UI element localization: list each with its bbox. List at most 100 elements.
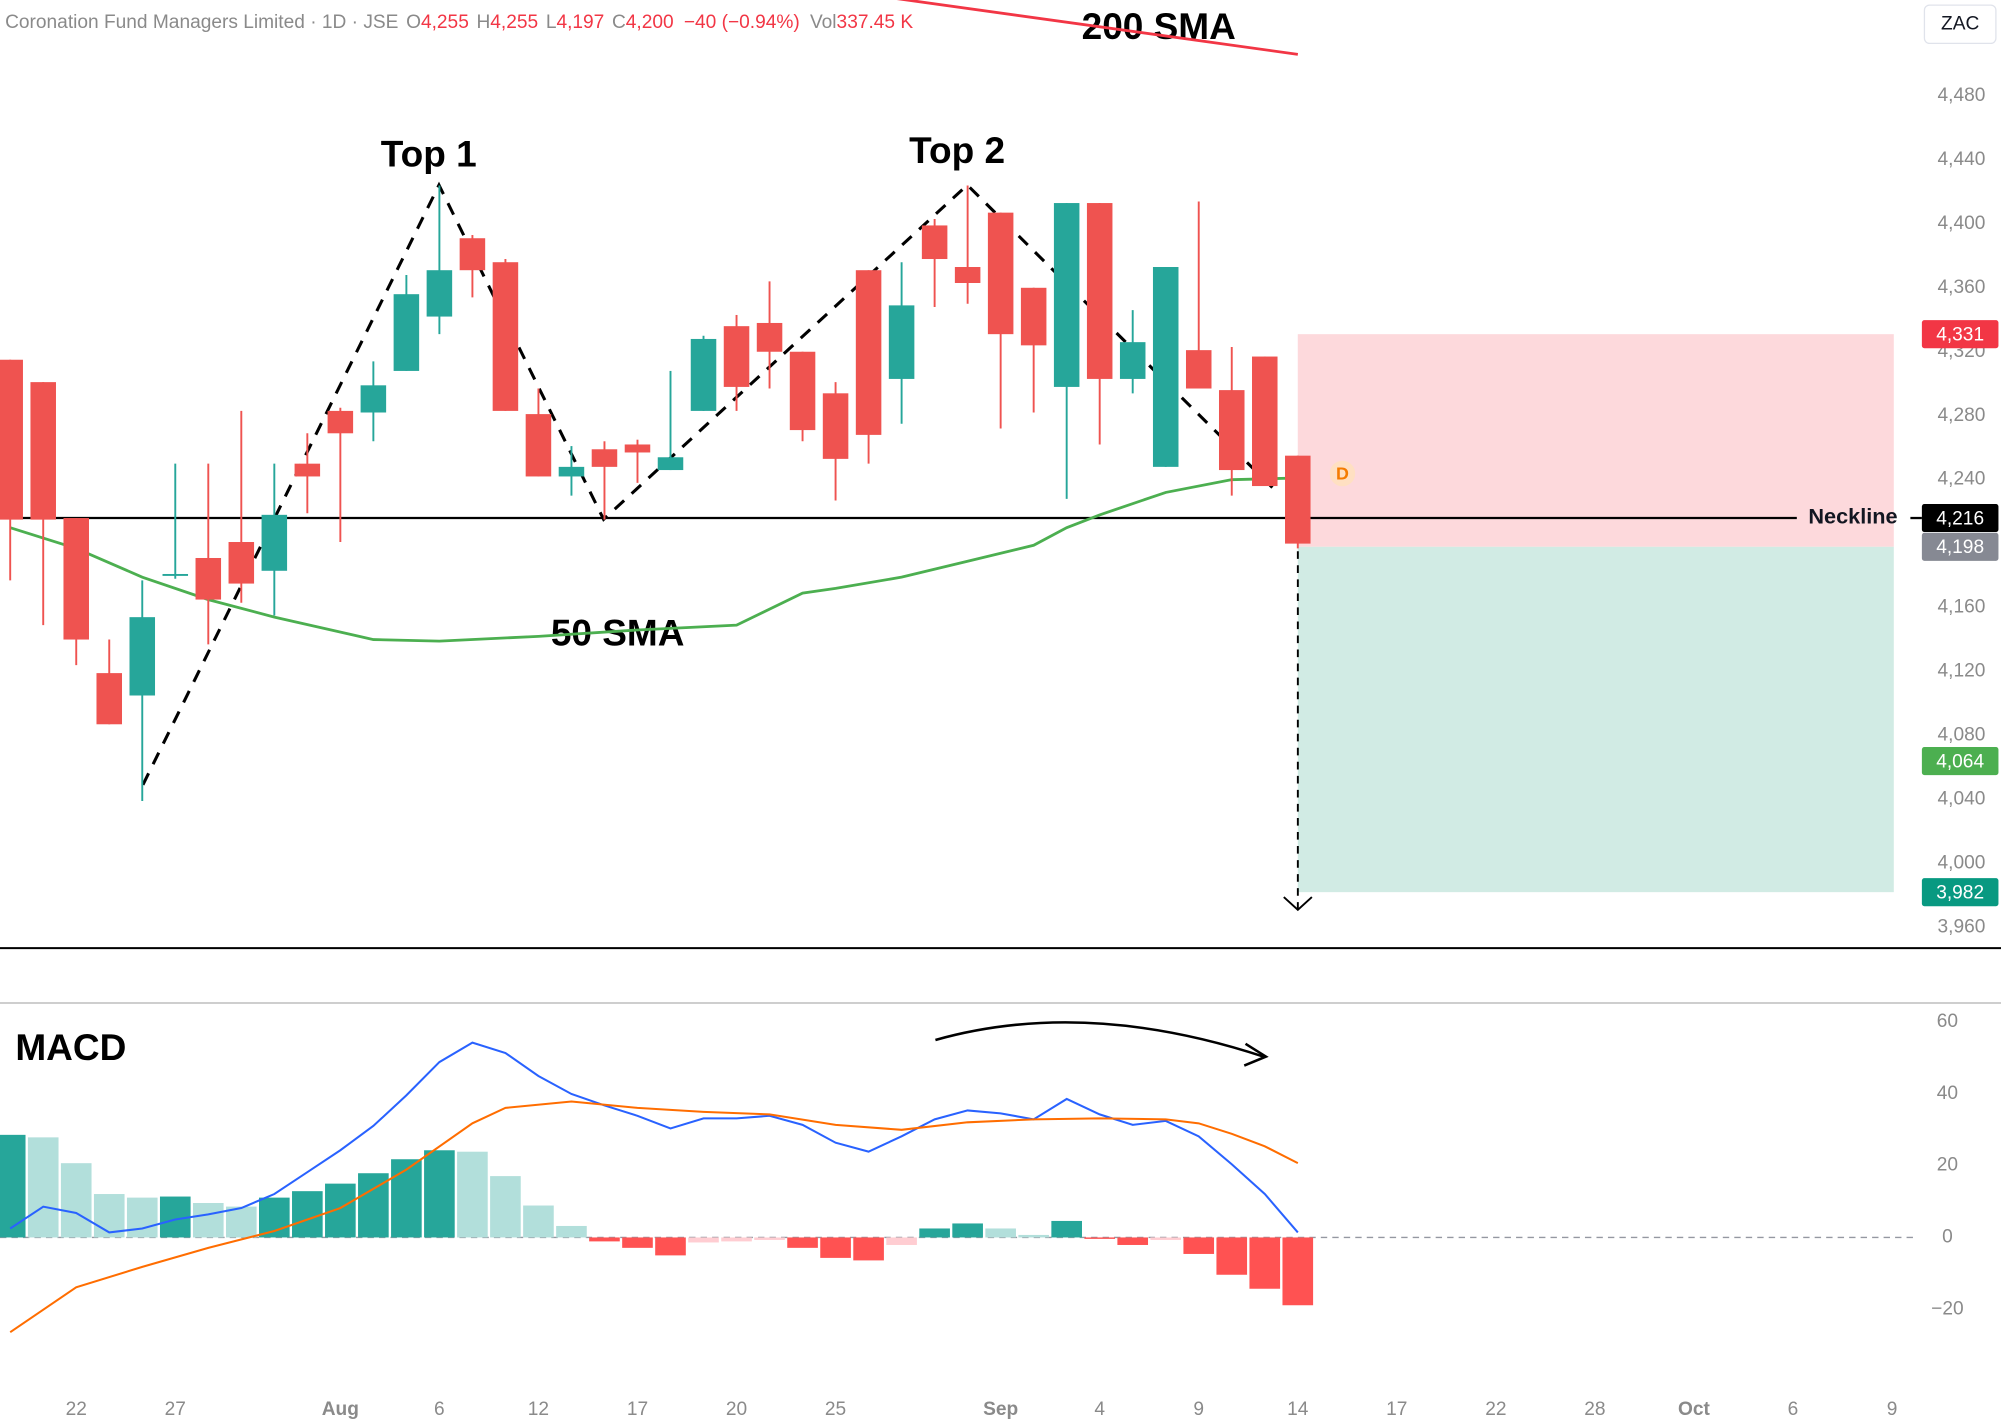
price-label: 4,064	[1936, 751, 1984, 772]
open-value: 4,255	[421, 12, 469, 33]
candle-body	[261, 514, 288, 571]
histogram-bar	[1084, 1237, 1116, 1239]
close-label: C	[612, 12, 626, 33]
candle-body	[888, 305, 915, 379]
histogram-bar	[589, 1237, 620, 1242]
histogram-bar	[1282, 1237, 1314, 1306]
high-value: 4,255	[490, 12, 538, 33]
x-tick-label: 22	[1485, 1399, 1506, 1420]
x-tick-label: 25	[825, 1399, 846, 1420]
candle-body	[1185, 350, 1212, 389]
price-label: 4,198	[1936, 537, 1984, 558]
candle-body	[591, 449, 618, 467]
x-tick-label: 17	[1386, 1399, 1407, 1420]
histogram-bar	[1183, 1237, 1215, 1254]
price-label-box	[1921, 320, 1999, 349]
histogram-bar	[523, 1205, 554, 1238]
candle-body	[228, 542, 255, 584]
candle-body	[987, 212, 1014, 335]
volume-value: 337.45 K	[837, 12, 914, 33]
candle-body	[723, 326, 750, 387]
candle-body	[1152, 267, 1179, 467]
y-tick-label: −20	[1931, 1298, 1963, 1319]
candle-body	[1285, 455, 1311, 544]
candle-body	[195, 557, 222, 600]
candle-body	[756, 322, 783, 352]
histogram-bar	[556, 1225, 587, 1238]
y-tick-label: 3,960	[1938, 916, 1986, 937]
candle-body	[690, 338, 717, 411]
histogram-bar	[292, 1191, 323, 1238]
y-tick-label: 4,000	[1938, 852, 1986, 873]
candle-body	[855, 270, 882, 435]
histogram-bar	[853, 1237, 884, 1261]
candle-body	[822, 393, 849, 459]
x-tick-label: 22	[66, 1399, 87, 1420]
histogram-bar	[60, 1163, 92, 1238]
candle-body	[525, 414, 552, 477]
candle-body	[360, 385, 387, 413]
candle-body	[789, 351, 816, 431]
x-tick-label: Aug	[322, 1399, 359, 1420]
currency-label[interactable]: ZAC	[1941, 13, 1979, 34]
target-arrowhead	[1283, 896, 1313, 912]
histogram-bar	[754, 1237, 785, 1240]
histogram-bar	[1249, 1237, 1281, 1289]
y-tick-label: 60	[1937, 1011, 1958, 1032]
y-tick-label: 4,080	[1938, 725, 1986, 746]
background-layer: 4,4804,4404,4004,3604,3204,2804,2404,160…	[0, 85, 1985, 1420]
histogram-bar	[192, 1203, 224, 1238]
price-label: 3,982	[1936, 882, 1984, 903]
x-tick-label: 9	[1887, 1399, 1898, 1420]
y-tick-label: 4,480	[1938, 85, 1986, 106]
histogram-bar	[1150, 1237, 1182, 1240]
x-tick-label: 4	[1094, 1399, 1105, 1420]
candle-body	[294, 463, 321, 477]
candle-body	[1119, 342, 1146, 379]
x-tick-label: Sep	[983, 1399, 1018, 1420]
low-label: L	[546, 12, 557, 33]
indicator-line	[9, 476, 1298, 643]
candle-body	[327, 410, 354, 434]
histogram-bar	[391, 1159, 422, 1238]
histogram-bar	[27, 1137, 59, 1238]
x-tick-label: 14	[1287, 1399, 1309, 1420]
macd-title: MACD	[15, 1027, 126, 1068]
currency-button[interactable]	[1923, 4, 1997, 45]
event-marker-label: D	[1336, 464, 1349, 484]
header-legend: Coronation Fund Managers Limited · 1D · …	[5, 12, 913, 33]
histogram-bar	[457, 1151, 488, 1238]
low-value: 4,197	[556, 12, 604, 33]
histogram-bar	[721, 1237, 752, 1242]
volume-label: Vol	[810, 12, 837, 33]
high-label: H	[476, 12, 490, 33]
indicator-line	[896, 0, 1299, 56]
x-tick-label: Oct	[1678, 1399, 1711, 1420]
indicator-line	[9, 1100, 1299, 1334]
candle-body	[1218, 390, 1245, 471]
neckline-label: Neckline	[1808, 504, 1897, 529]
y-tick-label: 4,440	[1938, 149, 1986, 170]
candle-body	[1252, 356, 1278, 487]
candle-body	[657, 457, 684, 471]
histogram-bar	[126, 1197, 158, 1238]
candle-body	[129, 617, 156, 696]
histogram-bar	[622, 1237, 653, 1248]
close-value: 4,200	[626, 12, 674, 33]
candle-body	[63, 518, 89, 640]
candle-body	[558, 466, 585, 477]
candle-body	[624, 444, 651, 453]
histogram-bar	[1051, 1220, 1082, 1238]
price-label: 4,216	[1936, 508, 1984, 529]
x-tick-label: 20	[726, 1399, 747, 1420]
candle-body	[162, 573, 189, 576]
y-tick-label: 4,120	[1938, 661, 1986, 682]
foreground-layer: Neckline D 4,331 4,216 4,198 4,064 3,982	[0, 0, 1999, 1334]
momentum-arrowhead	[1243, 1042, 1269, 1067]
top2-label: Top 2	[909, 130, 1005, 171]
candle-body	[96, 673, 123, 725]
y-tick-label: 4,040	[1938, 788, 1986, 809]
candle-body	[954, 267, 981, 283]
